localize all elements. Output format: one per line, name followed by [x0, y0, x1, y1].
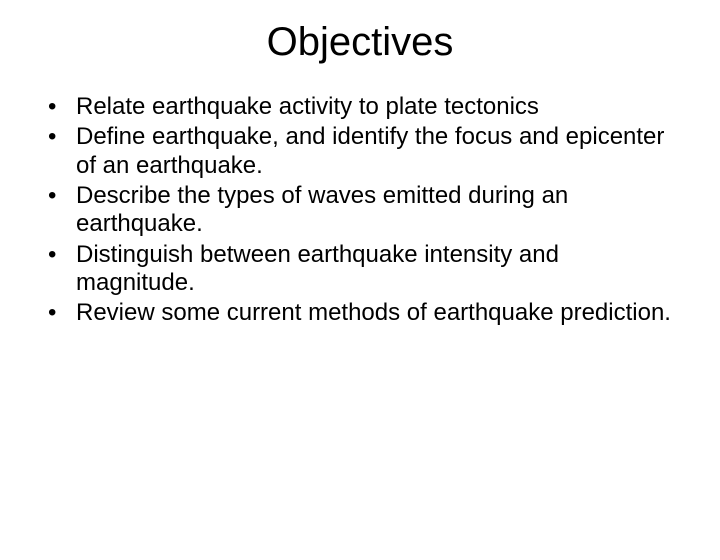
list-item: Relate earthquake activity to plate tect… [48, 93, 680, 121]
bullet-list: Relate earthquake activity to plate tect… [0, 93, 720, 328]
list-item: Distinguish between earthquake intensity… [48, 241, 680, 298]
slide: Objectives Relate earthquake activity to… [0, 20, 720, 560]
list-item: Describe the types of waves emitted duri… [48, 182, 680, 239]
list-item: Define earthquake, and identify the focu… [48, 123, 680, 180]
list-item: Review some current methods of earthquak… [48, 299, 680, 327]
slide-title: Objectives [0, 20, 720, 65]
